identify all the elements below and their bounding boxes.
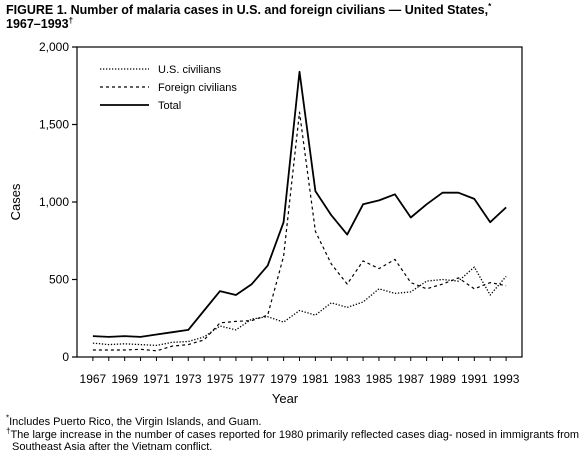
x-tick-label: 1975 (207, 372, 234, 386)
legend-label-u-s-civilians: U.S. civilians (158, 64, 221, 76)
footnote-2: †The large increase in the number of cas… (6, 425, 581, 454)
figure-title-years: 1967–1993 (6, 17, 69, 31)
x-tick-label: 1977 (238, 372, 265, 386)
footnote-1-text: Includes Puerto Rico, the Virgin Islands… (9, 416, 262, 428)
x-tick-label: 1967 (80, 372, 107, 386)
footnotes: *Includes Puerto Rico, the Virgin Island… (6, 413, 581, 454)
x-tick-label: 1987 (397, 372, 424, 386)
y-tick-label: 1,000 (39, 195, 69, 209)
x-tick-label: 1971 (143, 372, 170, 386)
series-line-u-s-civilians (92, 266, 507, 347)
figure-title: FIGURE 1. Number of malaria cases in U.S… (6, 1, 576, 31)
x-tick-label: 1983 (334, 372, 361, 386)
series-line-total (92, 70, 507, 338)
x-tick-label: 1969 (111, 372, 138, 386)
y-tick-label: 2,000 (39, 40, 69, 54)
x-tick-label: 1991 (461, 372, 488, 386)
title-footnote-mark-asterisk: * (488, 1, 492, 11)
legend-label-foreign-civilians: Foreign civilians (158, 82, 237, 94)
chart-legend: U.S. civilians Foreign civilians Total (100, 64, 237, 112)
x-tick-label: 1989 (429, 372, 456, 386)
title-footnote-mark-dagger: † (68, 15, 74, 25)
x-tick-label: 1993 (493, 372, 520, 386)
x-tick-label: 1979 (270, 372, 297, 386)
y-tick-label: 0 (62, 350, 69, 364)
figure-title-text: FIGURE 1. Number of malaria cases in U.S… (6, 3, 489, 17)
series-line-foreign-civilians (92, 111, 507, 352)
x-tick-label: 1981 (302, 372, 329, 386)
footnote-1-mark: * (6, 413, 10, 423)
x-tick-label: 1985 (366, 372, 393, 386)
y-tick-label: 1,500 (39, 118, 69, 132)
malaria-line-chart: 0 500 1,000 1,500 2,000 1967 1969 1971 1973 1975 1… (8, 40, 523, 406)
y-tick-label: 500 (49, 273, 69, 287)
chart-series (92, 70, 507, 352)
footnote-2-mark: † (6, 425, 11, 435)
footnote-2-text: The large increase in the number of case… (10, 428, 580, 454)
chart-axes: 0 500 1,000 1,500 2,000 1967 1969 1971 1973 1975 1… (39, 40, 523, 386)
x-axis-title: Year (272, 391, 299, 406)
y-axis-title: Cases (8, 183, 23, 220)
legend-label-total: Total (158, 100, 181, 112)
x-tick-label: 1973 (175, 372, 202, 386)
footnote-1: *Includes Puerto Rico, the Virgin Island… (6, 413, 581, 429)
